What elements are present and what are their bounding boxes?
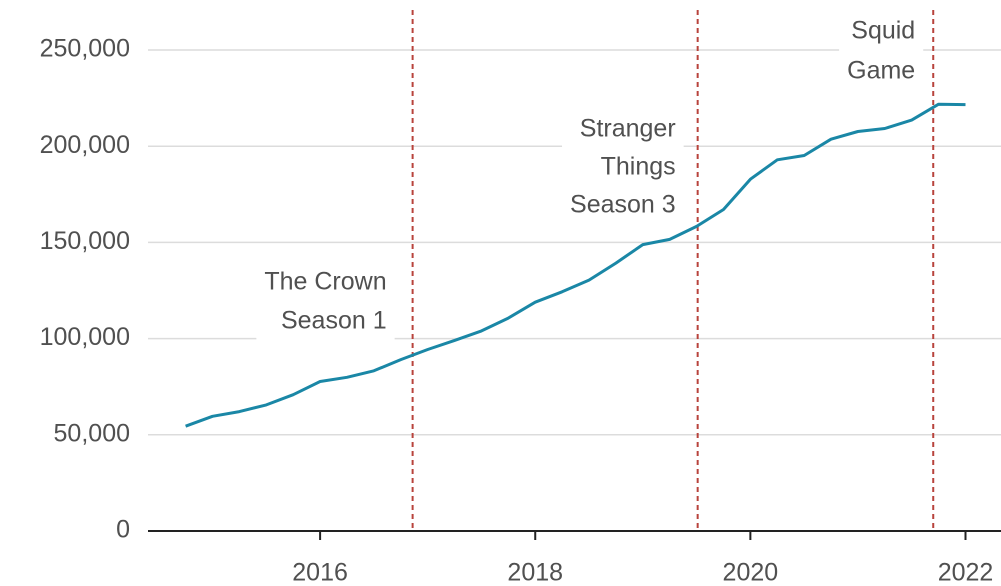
annotation-background — [562, 108, 684, 225]
annotation-label: Stranger — [580, 115, 676, 143]
x-tick-label: 2022 — [938, 559, 994, 586]
x-tick-label: 2020 — [723, 559, 779, 586]
y-tick-label: 200,000 — [40, 131, 130, 159]
annotation-label: Season 1 — [281, 307, 387, 335]
data-line — [185, 102, 966, 428]
x-tick-label: 2016 — [292, 559, 348, 586]
y-tick-label: 250,000 — [40, 35, 130, 63]
annotation-label: Things — [601, 153, 676, 181]
annotation-label: Game — [847, 57, 915, 85]
y-tick-label: 0 — [116, 516, 130, 544]
annotation-background — [256, 261, 395, 341]
annotation-label: Squid — [851, 17, 915, 45]
annotation-label: The Crown — [264, 268, 386, 296]
annotation-background — [839, 10, 924, 91]
y-tick-label: 100,000 — [40, 323, 130, 351]
annotation-label: Season 3 — [570, 191, 676, 219]
y-tick-label: 50,000 — [54, 419, 130, 447]
x-tick-label: 2018 — [507, 559, 563, 586]
y-tick-label: 150,000 — [40, 227, 130, 255]
